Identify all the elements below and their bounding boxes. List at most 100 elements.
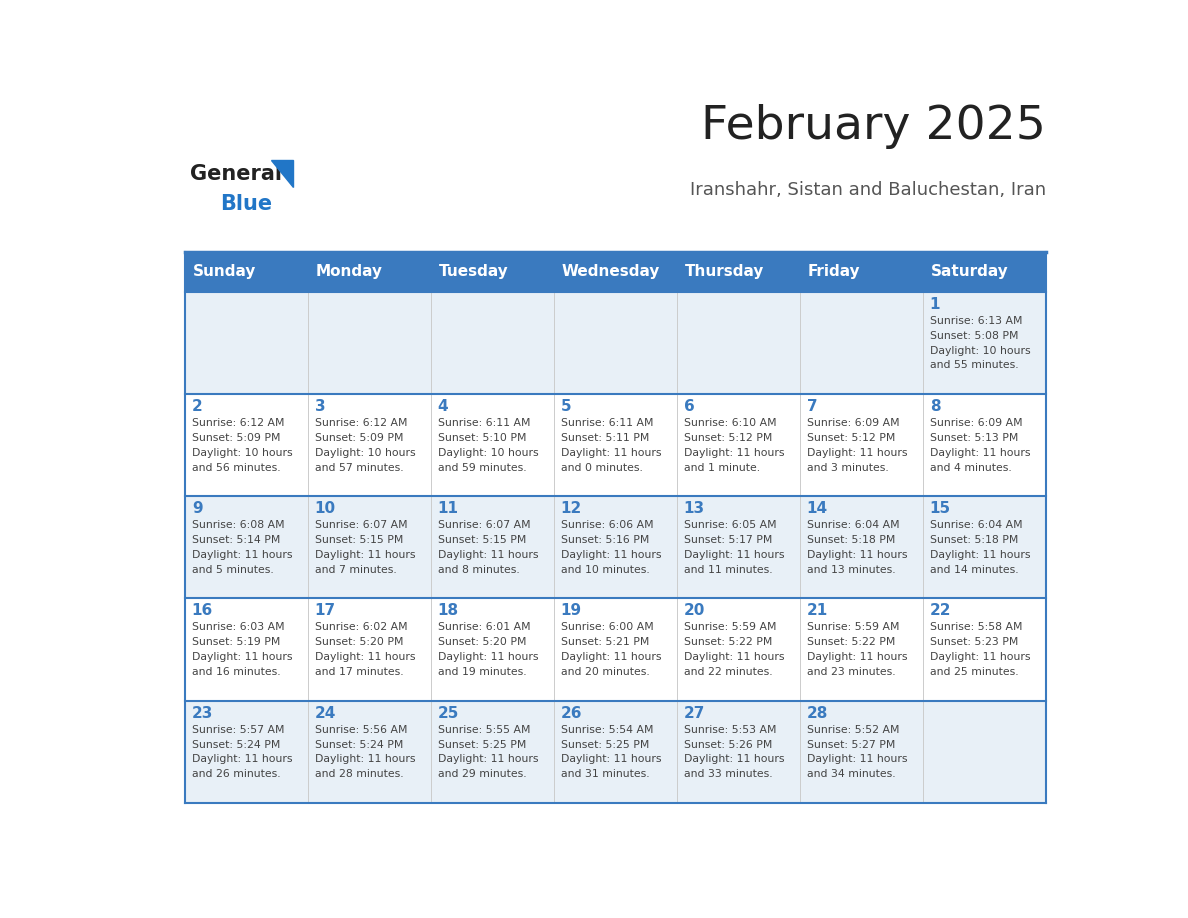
- Text: 1: 1: [930, 297, 940, 312]
- Text: and 17 minutes.: and 17 minutes.: [315, 667, 404, 677]
- Text: Daylight: 11 hours: Daylight: 11 hours: [807, 448, 908, 458]
- Text: Sunset: 5:17 PM: Sunset: 5:17 PM: [683, 535, 772, 545]
- Text: Blue: Blue: [220, 194, 272, 214]
- Text: 20: 20: [683, 603, 704, 619]
- Text: 7: 7: [807, 399, 817, 414]
- Text: Daylight: 11 hours: Daylight: 11 hours: [191, 755, 292, 765]
- Text: and 20 minutes.: and 20 minutes.: [561, 667, 650, 677]
- Text: Sunset: 5:12 PM: Sunset: 5:12 PM: [807, 433, 895, 442]
- Text: Sunrise: 6:06 AM: Sunrise: 6:06 AM: [561, 521, 653, 531]
- Text: Sunrise: 6:08 AM: Sunrise: 6:08 AM: [191, 521, 284, 531]
- Text: Sunrise: 5:59 AM: Sunrise: 5:59 AM: [807, 622, 899, 633]
- Text: Sunset: 5:10 PM: Sunset: 5:10 PM: [437, 433, 526, 442]
- Text: and 0 minutes.: and 0 minutes.: [561, 463, 643, 473]
- Text: 3: 3: [315, 399, 326, 414]
- Text: Sunday: Sunday: [192, 264, 257, 279]
- Text: Sunrise: 6:03 AM: Sunrise: 6:03 AM: [191, 622, 284, 633]
- Text: 8: 8: [930, 399, 940, 414]
- Text: and 14 minutes.: and 14 minutes.: [930, 565, 1018, 575]
- Text: Sunset: 5:24 PM: Sunset: 5:24 PM: [191, 740, 280, 750]
- Text: Daylight: 11 hours: Daylight: 11 hours: [930, 448, 1030, 458]
- Text: Friday: Friday: [808, 264, 860, 279]
- Text: Daylight: 10 hours: Daylight: 10 hours: [191, 448, 292, 458]
- Text: Sunrise: 6:04 AM: Sunrise: 6:04 AM: [930, 521, 1022, 531]
- Text: Sunset: 5:25 PM: Sunset: 5:25 PM: [561, 740, 649, 750]
- Text: and 57 minutes.: and 57 minutes.: [315, 463, 404, 473]
- Text: Sunset: 5:18 PM: Sunset: 5:18 PM: [930, 535, 1018, 545]
- Text: Sunset: 5:26 PM: Sunset: 5:26 PM: [683, 740, 772, 750]
- Text: Daylight: 11 hours: Daylight: 11 hours: [807, 652, 908, 662]
- Text: Daylight: 11 hours: Daylight: 11 hours: [191, 550, 292, 560]
- Text: 2: 2: [191, 399, 202, 414]
- Text: Thursday: Thursday: [684, 264, 764, 279]
- Text: Sunrise: 6:12 AM: Sunrise: 6:12 AM: [191, 418, 284, 428]
- Text: Sunset: 5:09 PM: Sunset: 5:09 PM: [315, 433, 403, 442]
- Text: Daylight: 11 hours: Daylight: 11 hours: [437, 652, 538, 662]
- Text: 21: 21: [807, 603, 828, 619]
- Text: Sunset: 5:18 PM: Sunset: 5:18 PM: [807, 535, 895, 545]
- Text: February 2025: February 2025: [701, 104, 1047, 149]
- Text: 26: 26: [561, 706, 582, 721]
- Text: Sunrise: 6:05 AM: Sunrise: 6:05 AM: [683, 521, 776, 531]
- Text: Sunset: 5:08 PM: Sunset: 5:08 PM: [930, 330, 1018, 341]
- Text: Sunrise: 6:11 AM: Sunrise: 6:11 AM: [561, 418, 653, 428]
- Text: 14: 14: [807, 501, 828, 516]
- Text: 25: 25: [437, 706, 459, 721]
- Text: Daylight: 10 hours: Daylight: 10 hours: [315, 448, 416, 458]
- Text: 9: 9: [191, 501, 202, 516]
- Text: Saturday: Saturday: [930, 264, 1009, 279]
- Text: Monday: Monday: [316, 264, 383, 279]
- Text: and 23 minutes.: and 23 minutes.: [807, 667, 896, 677]
- Text: Sunrise: 5:57 AM: Sunrise: 5:57 AM: [191, 724, 284, 734]
- Text: Daylight: 11 hours: Daylight: 11 hours: [561, 755, 662, 765]
- Text: Sunset: 5:14 PM: Sunset: 5:14 PM: [191, 535, 280, 545]
- Text: and 25 minutes.: and 25 minutes.: [930, 667, 1018, 677]
- Text: Wednesday: Wednesday: [562, 264, 661, 279]
- Text: and 55 minutes.: and 55 minutes.: [930, 361, 1018, 370]
- Text: 11: 11: [437, 501, 459, 516]
- FancyBboxPatch shape: [185, 394, 1047, 497]
- FancyBboxPatch shape: [185, 292, 1047, 394]
- Polygon shape: [271, 160, 293, 186]
- Text: Daylight: 10 hours: Daylight: 10 hours: [930, 345, 1030, 355]
- Text: Sunset: 5:22 PM: Sunset: 5:22 PM: [807, 637, 895, 647]
- Text: and 19 minutes.: and 19 minutes.: [437, 667, 526, 677]
- Text: Daylight: 11 hours: Daylight: 11 hours: [807, 755, 908, 765]
- Text: and 31 minutes.: and 31 minutes.: [561, 769, 650, 779]
- Text: Sunrise: 5:55 AM: Sunrise: 5:55 AM: [437, 724, 530, 734]
- Text: Daylight: 11 hours: Daylight: 11 hours: [683, 448, 784, 458]
- Text: and 33 minutes.: and 33 minutes.: [683, 769, 772, 779]
- Text: Daylight: 11 hours: Daylight: 11 hours: [315, 755, 416, 765]
- Text: Sunset: 5:19 PM: Sunset: 5:19 PM: [191, 637, 280, 647]
- Text: Sunrise: 5:54 AM: Sunrise: 5:54 AM: [561, 724, 653, 734]
- Text: Daylight: 11 hours: Daylight: 11 hours: [683, 550, 784, 560]
- Text: Sunrise: 6:07 AM: Sunrise: 6:07 AM: [315, 521, 407, 531]
- FancyBboxPatch shape: [185, 599, 1047, 700]
- Text: and 16 minutes.: and 16 minutes.: [191, 667, 280, 677]
- Text: and 59 minutes.: and 59 minutes.: [437, 463, 526, 473]
- Text: Daylight: 11 hours: Daylight: 11 hours: [561, 550, 662, 560]
- Text: 23: 23: [191, 706, 213, 721]
- Text: and 56 minutes.: and 56 minutes.: [191, 463, 280, 473]
- Text: General: General: [190, 164, 282, 185]
- Text: and 7 minutes.: and 7 minutes.: [315, 565, 397, 575]
- Text: Sunrise: 6:11 AM: Sunrise: 6:11 AM: [437, 418, 530, 428]
- Text: and 28 minutes.: and 28 minutes.: [315, 769, 404, 779]
- FancyBboxPatch shape: [185, 700, 1047, 803]
- Text: 19: 19: [561, 603, 582, 619]
- Text: Sunrise: 5:53 AM: Sunrise: 5:53 AM: [683, 724, 776, 734]
- Text: 16: 16: [191, 603, 213, 619]
- Text: and 26 minutes.: and 26 minutes.: [191, 769, 280, 779]
- Text: Iranshahr, Sistan and Baluchestan, Iran: Iranshahr, Sistan and Baluchestan, Iran: [690, 181, 1047, 198]
- Text: and 1 minute.: and 1 minute.: [683, 463, 760, 473]
- Text: Daylight: 11 hours: Daylight: 11 hours: [930, 550, 1030, 560]
- Text: and 29 minutes.: and 29 minutes.: [437, 769, 526, 779]
- Text: Sunset: 5:22 PM: Sunset: 5:22 PM: [683, 637, 772, 647]
- Text: and 34 minutes.: and 34 minutes.: [807, 769, 896, 779]
- Text: Sunrise: 6:10 AM: Sunrise: 6:10 AM: [683, 418, 776, 428]
- Text: Sunset: 5:15 PM: Sunset: 5:15 PM: [315, 535, 403, 545]
- Text: Sunset: 5:15 PM: Sunset: 5:15 PM: [437, 535, 526, 545]
- Text: Sunrise: 6:00 AM: Sunrise: 6:00 AM: [561, 622, 653, 633]
- Text: Daylight: 11 hours: Daylight: 11 hours: [930, 652, 1030, 662]
- Text: and 4 minutes.: and 4 minutes.: [930, 463, 1011, 473]
